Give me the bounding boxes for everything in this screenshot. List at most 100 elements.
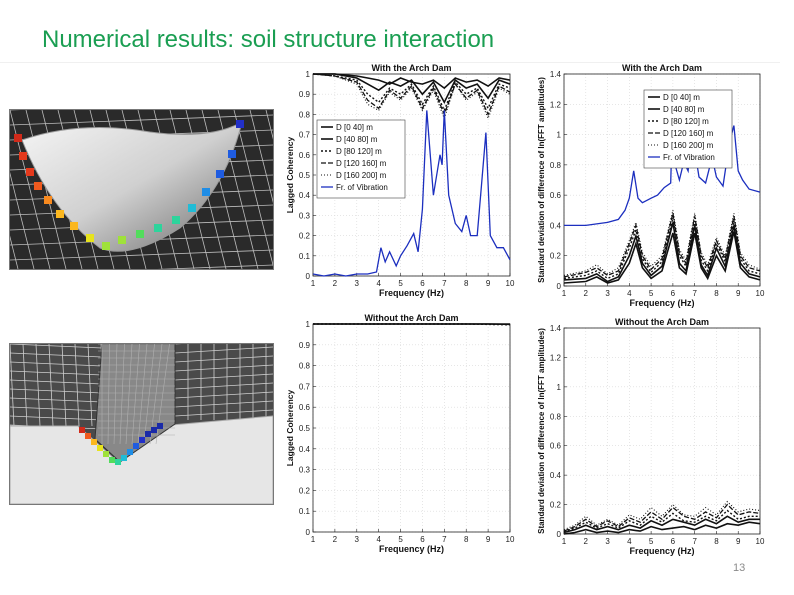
station-marker [202,188,210,196]
x-tick-label: 7 [692,537,697,546]
station-marker [139,437,145,443]
y-tick-label: 1 [557,131,562,140]
y-tick-label: 0.2 [550,252,562,261]
y-axis-label: Lagged Coherency [285,136,295,213]
x-tick-label: 7 [692,289,697,298]
grid [563,327,761,535]
x-axis-label: Frequency (Hz) [629,546,694,556]
x-tick-label: 8 [464,535,469,544]
station-marker [79,427,85,433]
y-tick-label: 0.1 [299,252,311,261]
station-marker [26,168,34,176]
y-tick-label: 0.2 [550,501,562,510]
y-tick-label: 0.6 [550,191,562,200]
series-line-depth-3 [312,73,511,113]
y-tick-label: 0.8 [550,161,562,170]
series-line-vibration [312,110,511,277]
x-tick-label: 3 [355,279,360,288]
station-marker [133,443,139,449]
page-number: 13 [733,562,746,574]
legend: D [0 40] m D [40 80] m D [80 120] m D [120 … [316,119,406,199]
legend-label: D [120 160] m [336,159,387,168]
station-marker [236,120,244,128]
station-marker [172,216,180,224]
legend-label: D [40 80] m [336,135,378,144]
plot-frame [312,323,511,533]
y-tick-label: 0.5 [299,171,311,180]
y-tick-label: 0 [557,530,562,539]
grid [312,323,511,533]
x-tick-label: 5 [398,535,403,544]
x-tick-label: 1 [311,535,316,544]
x-tick-label: 9 [736,289,741,298]
y-axis-label: Standard deviation of difference of ln(F… [537,77,546,283]
station-marker [127,449,133,455]
chart-title: Without the Arch Dam [364,313,458,323]
station-marker [121,455,127,461]
station-marker [103,451,109,457]
y-tick-label: 0.7 [299,131,311,140]
series-line-depth-4 [563,213,761,278]
chart-title: Without the Arch Dam [615,317,709,327]
x-tick-label: 8 [714,289,719,298]
y-tick-label: 0.4 [550,221,562,230]
x-tick-label: 1 [562,537,567,546]
station-marker [216,170,224,178]
x-tick-label: 6 [420,279,425,288]
mesh-illustration-with-dam [9,109,274,270]
x-tick-label: 5 [398,279,403,288]
x-tick-label: 4 [376,279,381,288]
series-line-depth-5 [563,500,761,531]
series-line-depth-1 [563,521,761,535]
y-tick-label: 0 [306,272,311,281]
series-line-depth-1 [313,73,511,90]
title-divider [0,62,780,63]
y-tick-label: 1 [306,320,311,329]
y-tick-label: 1 [306,70,311,79]
y-tick-label: 0.8 [299,362,311,371]
station-marker [115,459,121,465]
x-tick-label: 5 [649,537,654,546]
x-tick-label: 10 [506,535,515,544]
y-tick-label: 0.5 [299,424,311,433]
legend-label: D [0 40] m [336,123,373,132]
station-marker [188,204,196,212]
chart-coherency-without-dam: Without the Arch Dam 1 2 3 4 5 6 7 8 9 10 0 0.1 0.2 0.… [285,313,515,554]
y-tick-label: 0 [557,282,562,291]
y-tick-label: 0.9 [299,90,311,99]
series-line-depth-2 [563,222,761,283]
station-marker [70,222,78,230]
x-tick-label: 6 [671,537,676,546]
chart-title: With the Arch Dam [371,63,451,73]
y-tick-label: 0.6 [550,442,562,451]
x-tick-label: 3 [605,537,610,546]
y-tick-label: 1.2 [550,100,562,109]
station-marker [91,439,97,445]
y-tick-label: 0.8 [299,110,311,119]
series-line-depth-3 [563,217,761,280]
x-tick-label: 9 [486,279,491,288]
x-tick-label: 1 [562,289,567,298]
y-axis-label: Standard deviation of difference of ln(F… [537,328,546,534]
chart-stddev-without-dam: Without the Arch Dam 1 2 3 4 5 6 7 8 9 10 0 0.2 0.4 0.… [537,317,765,556]
x-tick-label: 4 [627,289,632,298]
x-tick-label: 2 [333,279,338,288]
mesh-illustration-without-dam [9,343,274,505]
y-tick-label: 0.3 [299,211,311,220]
x-axis-label: Frequency (Hz) [379,288,444,298]
x-tick-label: 4 [627,537,632,546]
x-tick-label: 10 [756,537,765,546]
y-tick-label: 0.1 [299,507,311,516]
y-tick-label: 0.9 [299,341,311,350]
slide-title: Numerical results: soil structure intera… [42,26,495,53]
plot-frame [563,73,761,287]
station-marker [228,150,236,158]
station-marker [19,152,27,160]
plot-frame [563,327,761,535]
y-tick-label: 0.3 [299,466,311,475]
chart-stddev-with-dam: With the Arch Dam 1 2 3 4 5 6 7 8 9 10 0 0.2 0.4 0.6 0.… [537,63,765,308]
x-tick-label: 2 [333,535,338,544]
station-marker [102,242,110,250]
x-tick-label: 8 [464,279,469,288]
station-marker [118,236,126,244]
